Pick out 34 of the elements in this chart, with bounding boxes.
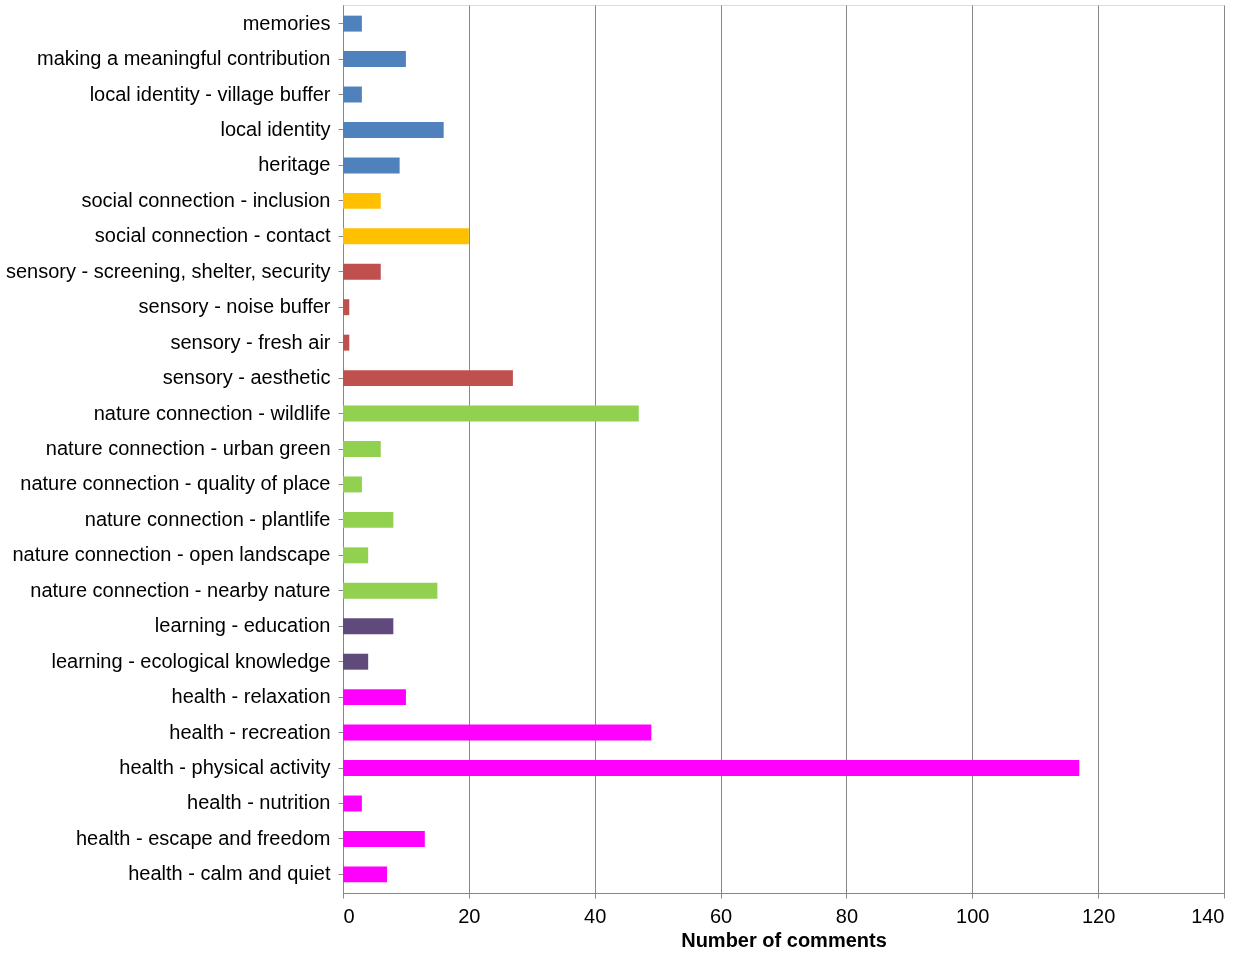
y-tick-label: sensory - aesthetic: [162, 366, 331, 389]
y-tick-label: health - calm and quiet: [128, 862, 331, 885]
y-tick-label: local identity - village buffer: [89, 82, 331, 105]
x-tick-label: 20: [458, 904, 481, 927]
y-tick-label: social connection - contact: [94, 224, 331, 247]
y-tick-label: sensory - screening, shelter, security: [5, 259, 331, 282]
y-tick-label: learning - ecological knowledge: [51, 649, 331, 672]
y-tick-label: memories: [242, 11, 331, 34]
y-tick-label: nature connection - quality of place: [20, 472, 331, 495]
y-tick-label: learning - education: [154, 614, 331, 637]
y-tick-label: sensory - fresh air: [170, 330, 331, 353]
x-tick-label: 80: [835, 904, 859, 927]
y-tick-label: health - relaxation: [171, 685, 331, 708]
y-tick-label: nature connection - plantlife: [84, 507, 331, 530]
x-tick-label: 120: [1081, 904, 1116, 927]
y-tick-label: health - physical activity: [119, 756, 331, 779]
y-tick-label: nature connection - open landscape: [12, 543, 331, 566]
x-tick-label: 40: [584, 904, 607, 927]
y-tick-label: social connection - inclusion: [81, 188, 331, 211]
y-tick-label: health - escape and freedom: [75, 826, 331, 849]
y-tick-label: nature connection - urban green: [45, 437, 331, 459]
y-tick-label: sensory - noise buffer: [138, 295, 331, 318]
x-axis-title: Number of comments: [681, 928, 887, 951]
y-tick-label: nature connection - nearby nature: [30, 578, 331, 601]
x-tick-label: 60: [709, 904, 733, 927]
y-tick-label: heritage: [258, 153, 331, 176]
y-tick-label: health - recreation: [169, 720, 331, 743]
y-tick-label: local identity: [220, 117, 331, 140]
y-tick-label: making a meaningful contribution: [36, 47, 331, 70]
x-tick-label: 0: [343, 904, 355, 927]
y-tick-label: health - nutrition: [187, 791, 331, 814]
y-tick-label: nature connection - wildlife: [93, 401, 331, 424]
x-tick-label: 140: [1191, 904, 1225, 927]
x-tick-label: 100: [956, 904, 990, 927]
